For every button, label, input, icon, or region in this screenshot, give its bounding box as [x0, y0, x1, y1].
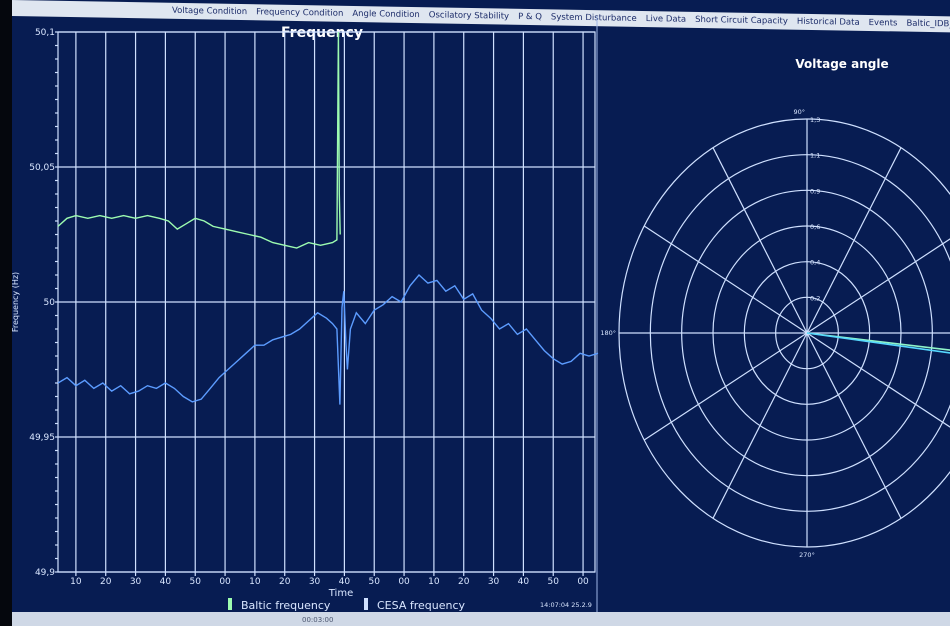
polar-spoke [806, 332, 950, 428]
polar-spoke [806, 332, 902, 519]
voltage-phasor-arrow [806, 332, 950, 354]
x-tick-label: 10 [428, 577, 440, 587]
baltic-frequency-line [57, 31, 341, 249]
x-tick-label: 20 [279, 577, 291, 587]
frequency-title: Frequency [281, 25, 363, 41]
x-tick-label: 30 [130, 577, 142, 587]
radial-tick-label: 0,2 [810, 294, 820, 302]
y-tick-label: 49,9 [35, 568, 55, 578]
angle-label-180: 180° [600, 329, 616, 337]
radial-tick-label: 1,1 [810, 152, 820, 160]
voltage-angle-title: Voltage angle [795, 57, 888, 71]
polar-spoke [806, 147, 902, 334]
x-tick-label: 00 [398, 577, 410, 587]
legend: Baltic frequency CESA frequency [228, 598, 466, 612]
x-axis-label: Time [328, 588, 353, 599]
polar-spoke [712, 147, 808, 334]
legend-swatch-baltic [228, 598, 232, 610]
frequency-chart: 49,9 49,95 50 50,05 50,1 10 20 30 40 50 00 10 20 30 40… [29, 28, 599, 587]
radial-tick-label: 0,6 [810, 223, 820, 231]
voltage-angle-chart: 0,2 0,4 0,6 0,9 1,1 1,3 90° 180° 270° [600, 108, 950, 559]
x-tick-label: 40 [518, 577, 530, 587]
legend-baltic: Baltic frequency [241, 599, 331, 612]
timestamp: 14:07:04 25.2.9 [540, 601, 592, 609]
radial-tick-label: 0,4 [810, 259, 820, 267]
x-tick-label: 10 [70, 577, 82, 587]
y-axis-label: Frequency (Hz) [11, 272, 20, 332]
x-tick-label: 00 [219, 577, 231, 587]
x-tick-label: 20 [100, 577, 112, 587]
x-tick-label: 30 [488, 577, 500, 587]
y-tick-label: 50,1 [35, 28, 55, 38]
radial-tick-label: 0,9 [810, 187, 820, 195]
polar-spoke [806, 238, 950, 334]
angle-label-90: 90° [793, 108, 805, 116]
x-tick-label: 50 [369, 577, 381, 587]
x-tick-label: 00 [577, 577, 589, 587]
legend-swatch-cesa [364, 598, 368, 610]
x-tick-label: 30 [309, 577, 321, 587]
x-tick-label: 20 [458, 577, 470, 587]
polar-spoke [712, 332, 808, 519]
x-tick-label: 40 [339, 577, 351, 587]
y-tick-label: 50,05 [29, 163, 55, 173]
x-tick-label: 50 [548, 577, 560, 587]
bottom-time: 00:03:00 [302, 616, 334, 624]
y-tick-label: 49,95 [29, 433, 55, 443]
monitor-screen [12, 0, 950, 626]
radial-tick-label: 1,3 [810, 116, 820, 124]
x-tick-label: 10 [249, 577, 261, 587]
polar-spoke [643, 225, 808, 334]
y-tick-label: 50 [44, 298, 56, 308]
x-tick-label: 50 [190, 577, 202, 587]
status-bar: 00:03:00 [12, 612, 950, 626]
legend-cesa: CESA frequency [377, 599, 466, 612]
x-tick-label: 40 [160, 577, 172, 587]
angle-label-270: 270° [799, 551, 815, 559]
polar-spoke [643, 332, 808, 441]
cesa-frequency-line [57, 273, 599, 405]
